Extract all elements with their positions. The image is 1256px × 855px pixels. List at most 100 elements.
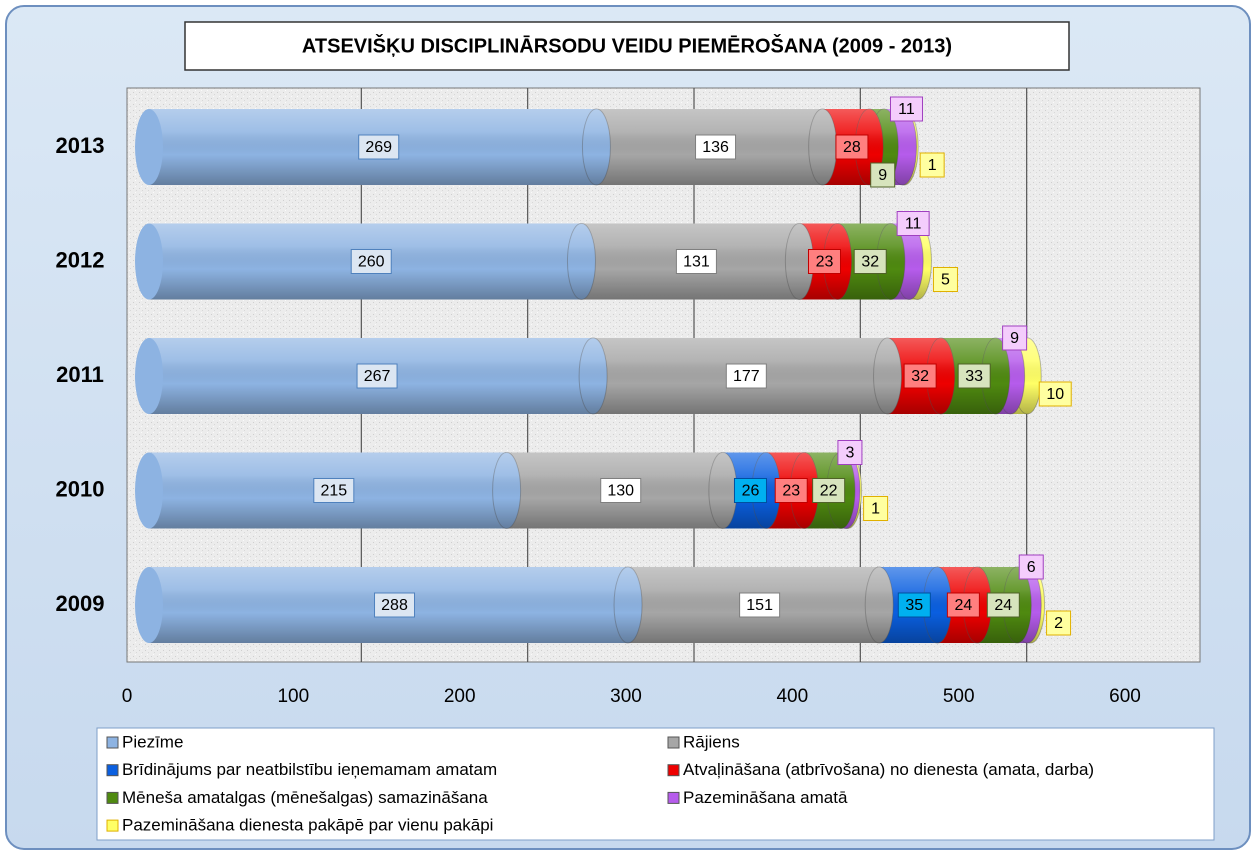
bar-cap-shade [492,452,521,529]
data-label: 151 [746,597,773,614]
x-tick-label: 0 [122,686,133,707]
data-label-box [896,211,930,236]
data-label-box [600,478,642,503]
x-tick-label: 200 [444,686,476,707]
data-label-box [350,249,392,274]
legend-label: Mēneša amatalgas (mēnešalgas) samazināša… [122,788,488,807]
title-box [184,21,1070,71]
x-tick-label: 100 [277,686,309,707]
data-label: 33 [965,368,983,385]
data-label: 3 [845,445,854,462]
data-label: 32 [911,368,929,385]
data-label-box [1002,325,1028,351]
bar-segment [593,337,903,415]
data-label-box [675,249,717,274]
data-label-box [807,249,841,274]
bar-cap-shade [876,223,905,300]
data-label: 260 [358,254,385,271]
y-tick-label: 2012 [56,247,105,272]
legend-label: Pazemināšana dienesta pakāpē par vienu p… [122,816,493,835]
data-label-box [725,363,767,389]
legend [96,727,1215,841]
data-label-box [897,592,931,618]
data-label-box [919,152,945,178]
data-label: 28 [843,139,861,156]
bar-cap-shade [567,223,596,300]
bar-start [135,452,163,529]
legend-swatch [106,791,119,804]
legend-swatch [667,764,680,777]
data-label: 6 [1027,559,1036,576]
data-label: 26 [742,483,760,500]
data-label-box [739,592,781,618]
data-label-box [1018,554,1044,580]
x-tick-label: 300 [610,686,642,707]
bar-start [135,223,163,300]
data-label: 23 [782,483,800,500]
data-label-box [313,478,355,503]
legend-label: Rājiens [683,732,740,751]
x-tick-label: 400 [776,686,808,707]
legend-label: Piezīme [122,732,183,751]
bar-start [135,567,163,643]
data-label: 267 [364,368,391,385]
bar-cap-shade [785,223,814,300]
legend-swatch [667,736,680,749]
data-label-box [835,134,869,160]
bar-cap-shade [981,338,1010,414]
legend-label: Brīdinājums par neatbilstību ieņemamam a… [122,760,497,779]
data-label-box [870,162,896,188]
chart-title: ATSEVIŠĶU DISCIPLINĀRSODU VEIDU PIEMĒROŠ… [302,33,952,57]
data-label: 10 [1046,386,1064,403]
data-label: 32 [861,254,879,271]
bar-segment [149,337,608,415]
bar-segment [506,452,738,529]
data-label: 9 [878,167,887,184]
bar-cap-shade [923,567,952,643]
data-label-box [957,363,991,389]
data-label: 22 [820,483,838,500]
bar-cap-shade [808,109,837,185]
y-tick-label: 2011 [56,362,104,387]
data-label-box [358,134,400,160]
data-label-box [1038,381,1072,407]
data-label-box [695,134,737,160]
legend-swatch [106,736,119,749]
data-label-box [837,440,863,465]
data-label-box [863,496,889,521]
data-label-box [903,363,937,389]
data-label: 5 [941,272,950,289]
y-tick-label: 2010 [56,476,105,501]
legend-swatch [106,819,119,832]
bar-cap-shade [582,109,611,185]
data-label: 1 [871,501,880,518]
data-label-box [356,363,398,389]
data-label-box [986,592,1020,618]
data-label: 2 [1054,615,1063,632]
data-label: 24 [954,597,972,614]
data-label: 11 [905,216,922,233]
data-label: 288 [381,597,408,614]
data-label-box [946,592,980,618]
bar-cap-shade [926,338,955,414]
data-label: 23 [816,254,834,271]
y-tick-label: 2013 [56,133,105,158]
legend-label: Atvaļināšana (atbrīvošana) no dienesta (… [683,760,1094,779]
data-label: 24 [994,597,1012,614]
legend-swatch [667,791,680,804]
data-label-box [932,267,958,292]
bar-cap-shade [579,338,608,414]
data-label-box [812,478,846,503]
data-label: 177 [733,368,760,385]
data-label-box [853,249,887,274]
data-label: 269 [365,139,392,156]
bar-cap-shade [873,338,902,414]
bar-cap-shade [865,567,894,643]
data-label: 9 [1010,330,1019,347]
data-label: 130 [607,483,634,500]
x-tick-label: 500 [943,686,975,707]
data-label-box [1046,610,1072,636]
data-label: 131 [683,254,710,271]
y-tick-label: 2009 [56,591,105,616]
